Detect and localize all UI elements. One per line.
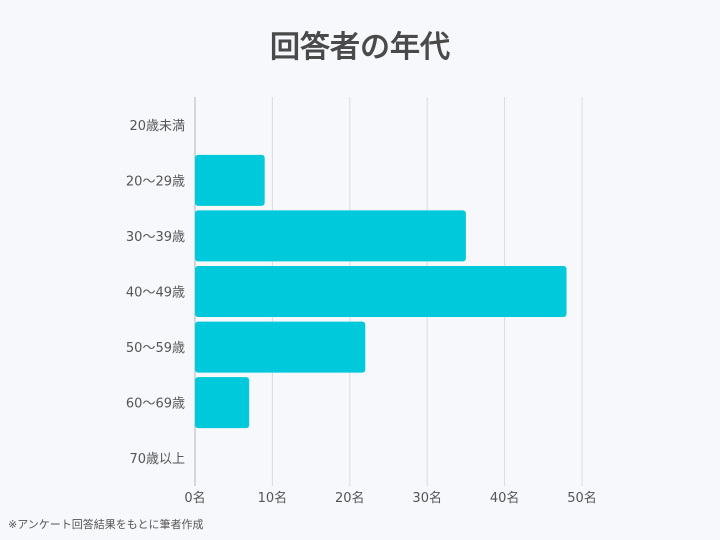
bar xyxy=(195,321,366,373)
bar xyxy=(195,266,567,317)
footnote: ※アンケート回答結果をもとに筆者作成 xyxy=(8,518,204,531)
x-tick-label: 20名 xyxy=(335,490,365,506)
bar xyxy=(195,377,250,429)
y-category-label: 70歳以上 xyxy=(129,452,185,467)
y-category-label: 40～49歳 xyxy=(126,286,185,301)
y-category-label: 20歳未満 xyxy=(129,119,185,134)
y-category-label: 60～69歳 xyxy=(126,397,185,412)
y-category-label: 30～39歳 xyxy=(126,230,185,245)
x-tick-label: 50名 xyxy=(567,490,597,506)
x-tick-label: 10名 xyxy=(258,490,288,506)
x-tick-label: 40名 xyxy=(490,490,520,506)
y-category-label: 20～29歳 xyxy=(126,174,185,189)
x-tick-label: 0名 xyxy=(184,490,205,506)
y-category-label: 50～59歳 xyxy=(126,341,185,356)
chart-title: 回答者の年代 xyxy=(270,30,450,65)
bar xyxy=(195,154,265,206)
x-tick-label: 30名 xyxy=(412,490,442,506)
bar xyxy=(195,210,466,262)
